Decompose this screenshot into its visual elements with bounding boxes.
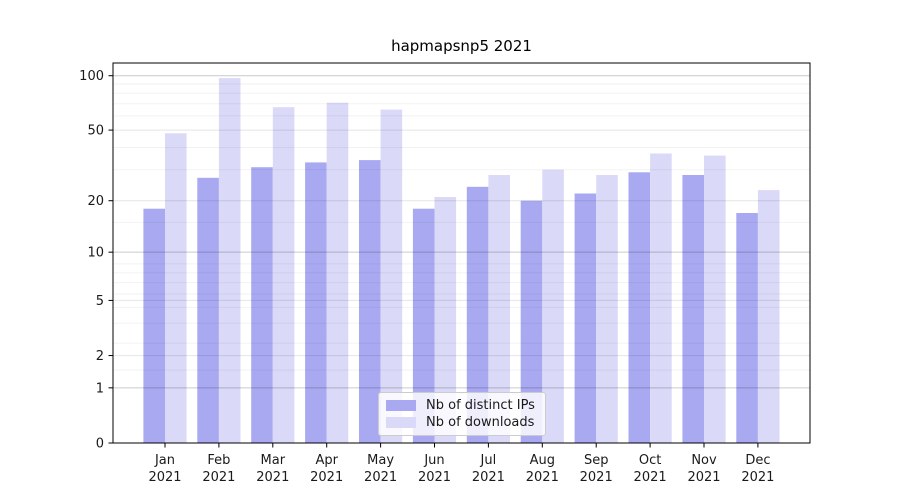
bar-distinct-ips-Feb (197, 177, 219, 444)
bar-downloads-Aug (542, 169, 564, 443)
y-tick-label: 10 (87, 246, 104, 261)
legend-label-downloads: Nb of downloads (426, 415, 535, 430)
x-tick-label-year: 2021 (472, 470, 505, 485)
bar-downloads-Jun (434, 197, 457, 443)
y-tick-label: 5 (96, 294, 104, 309)
bar-downloads-Oct (650, 153, 672, 443)
bar-distinct-ips-May (359, 160, 381, 443)
bar-downloads-Sep (596, 175, 618, 443)
x-tick-label-year: 2021 (418, 470, 451, 485)
y-tick-label: 50 (87, 124, 104, 139)
x-tick-label-year: 2021 (580, 470, 613, 485)
x-tick-label-year: 2021 (741, 470, 774, 485)
x-tick-label-month: Aug (530, 453, 555, 468)
x-tick-label-month: Dec (745, 453, 770, 468)
bar-distinct-ips-Nov (682, 175, 704, 443)
legend-swatch-downloads-icon (386, 417, 416, 428)
x-tick-label-year: 2021 (148, 470, 181, 485)
bar-downloads-Dec (757, 190, 780, 443)
x-tick-label-month: May (367, 453, 394, 468)
bar-distinct-ips-Jul (466, 186, 489, 444)
bar-downloads-Jan (165, 133, 187, 444)
x-tick-label-year: 2021 (687, 470, 720, 485)
bar-distinct-ips-Sep (574, 193, 597, 443)
x-tick-label-month: Sep (584, 453, 609, 468)
x-tick-label-year: 2021 (364, 470, 397, 485)
bar-downloads-Feb (218, 78, 241, 443)
bar-distinct-ips-Oct (628, 172, 651, 444)
x-tick-label-month: Jun (423, 453, 444, 468)
y-tick-label: 100 (79, 69, 104, 84)
x-tick-label-month: Jan (154, 453, 175, 468)
legend-swatch-ips-icon (386, 400, 416, 411)
y-tick-label: 1 (96, 381, 104, 396)
x-tick-label-month: Jul (480, 453, 497, 468)
bar-downloads-Jul (488, 175, 510, 443)
bar-distinct-ips-Jun (412, 208, 435, 443)
bar-downloads-Mar (272, 107, 295, 443)
x-tick-label-year: 2021 (256, 470, 289, 485)
legend-label-distinct-ips: Nb of distinct IPs (426, 398, 535, 413)
x-tick-label-year: 2021 (202, 470, 235, 485)
chart-title: hapmapsnp5 2021 (391, 37, 532, 55)
x-tick-label-year: 2021 (634, 470, 667, 485)
bar-downloads-May (380, 109, 403, 443)
plot-border (112, 62, 811, 444)
x-tick-label-month: Apr (315, 453, 338, 468)
y-tick-label: 0 (96, 437, 104, 452)
bar-distinct-ips-Aug (520, 200, 543, 443)
x-tick-label-month: Nov (691, 453, 717, 468)
legend-item-distinct-ips: Nb of distinct IPs (386, 397, 538, 414)
legend: Nb of distinct IPs Nb of downloads (378, 392, 546, 436)
bar-distinct-ips-Dec (736, 213, 758, 443)
x-tick-label-year: 2021 (526, 470, 559, 485)
y-tick-label: 2 (96, 349, 104, 364)
x-tick-label-year: 2021 (310, 470, 343, 485)
x-tick-label-month: Feb (207, 453, 230, 468)
bar-distinct-ips-Jan (143, 208, 165, 443)
bar-distinct-ips-Apr (305, 162, 327, 443)
bar-downloads-Nov (704, 155, 726, 443)
x-tick-label-month: Mar (261, 453, 286, 468)
legend-item-downloads: Nb of downloads (386, 414, 538, 431)
bar-distinct-ips-Mar (251, 167, 273, 443)
bar-downloads-Apr (326, 102, 349, 443)
y-tick-label: 20 (87, 194, 104, 209)
x-tick-label-month: Oct (639, 453, 661, 468)
